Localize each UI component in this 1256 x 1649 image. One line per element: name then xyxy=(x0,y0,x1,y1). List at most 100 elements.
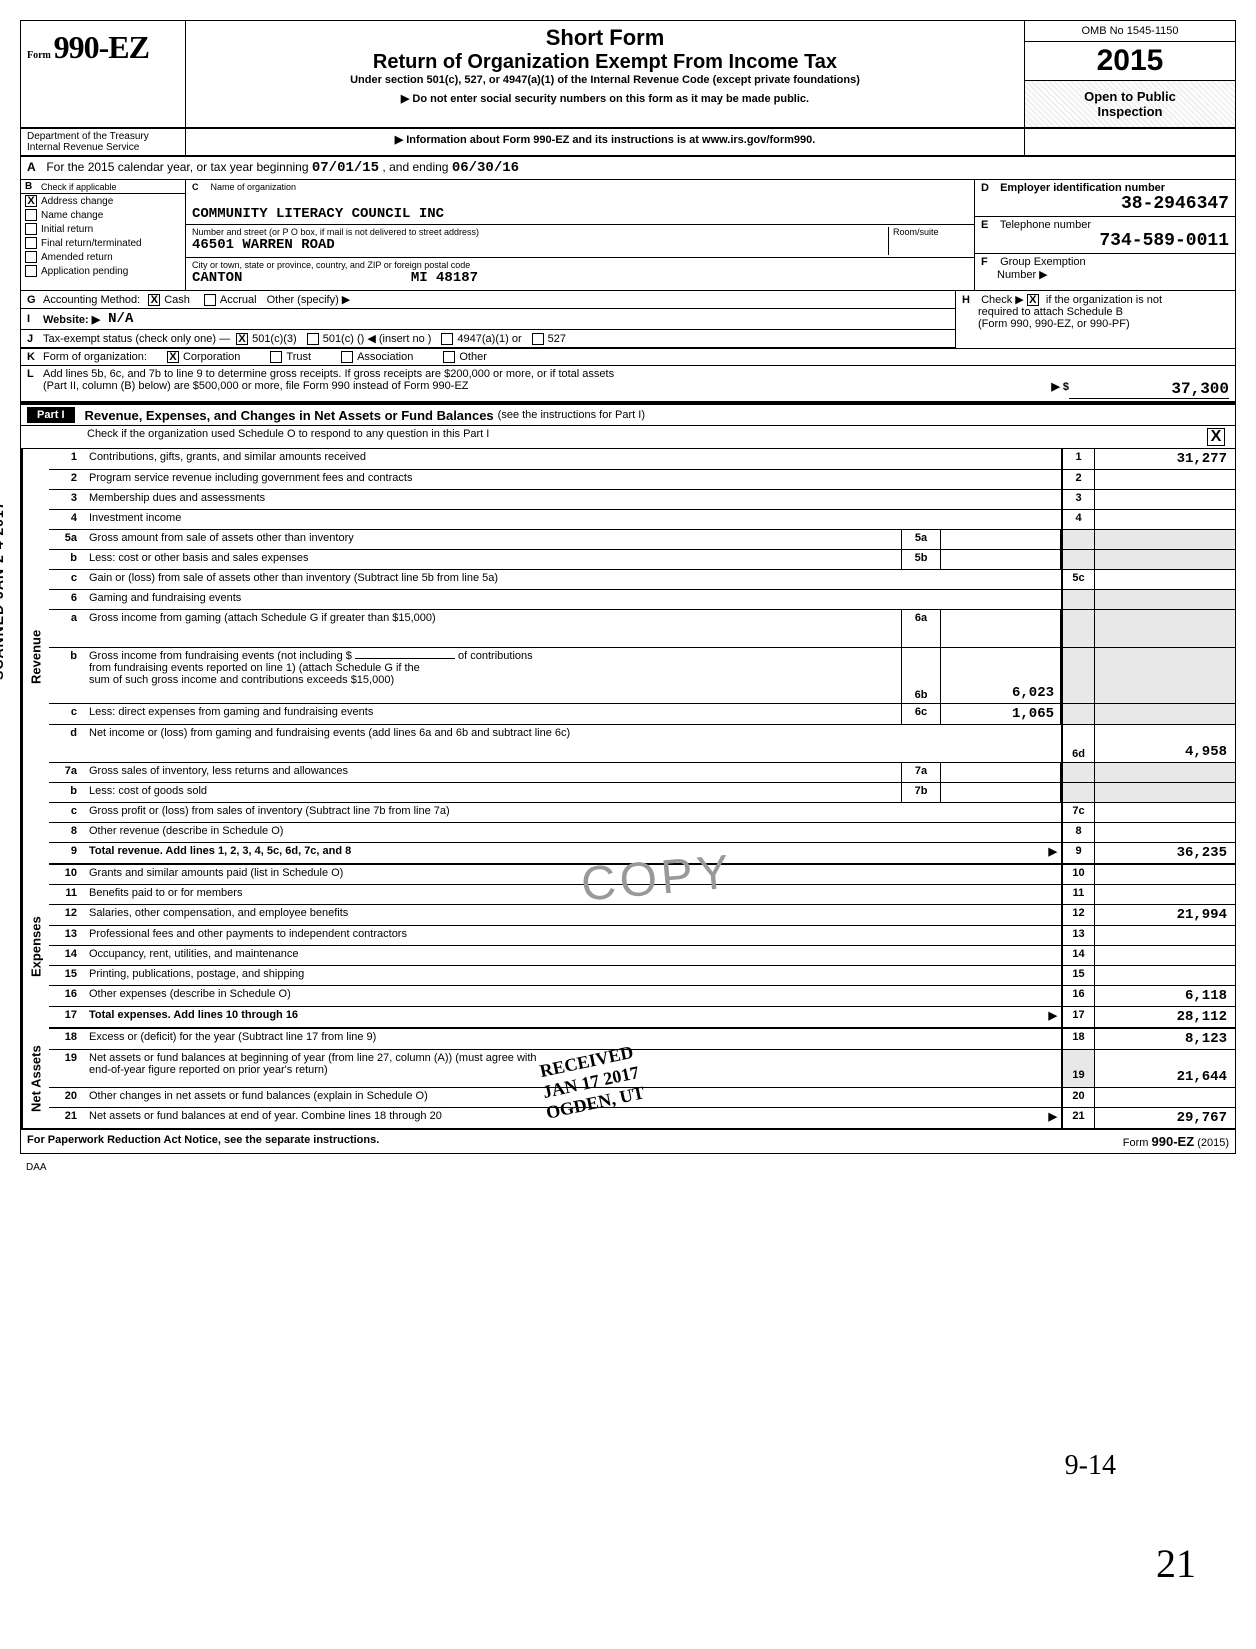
website-value: N/A xyxy=(108,311,133,327)
line-2-desc: Program service revenue including govern… xyxy=(85,470,1061,489)
line-5b-value xyxy=(941,550,1061,569)
line-18-value: 8,123 xyxy=(1095,1029,1235,1049)
revenue-section: Revenue 1Contributions, gifts, grants, a… xyxy=(21,449,1235,865)
city: CANTON xyxy=(192,270,242,286)
check-name-change[interactable]: Name change xyxy=(21,208,185,222)
checkbox-schedule-o[interactable]: X xyxy=(1207,428,1225,446)
omb-number: OMB No 1545-1150 xyxy=(1025,21,1235,42)
tax-year-begin: 07/01/15 xyxy=(312,160,379,176)
line-10-value xyxy=(1095,865,1235,884)
paperwork-notice: For Paperwork Reduction Act Notice, see … xyxy=(27,1134,379,1149)
501c-label: 501(c) ( xyxy=(323,333,361,345)
short-form-title: Short Form xyxy=(194,25,1016,51)
checkbox-association[interactable] xyxy=(341,351,353,363)
line-7a-value xyxy=(941,763,1061,782)
checkbox-corporation[interactable]: X xyxy=(167,351,179,363)
line-21-desc: Net assets or fund balances at end of ye… xyxy=(89,1110,442,1122)
line-8-value xyxy=(1095,823,1235,842)
line-6b-desc: Gross income from fundraising events (no… xyxy=(85,648,901,703)
line-9-value: 36,235 xyxy=(1095,843,1235,863)
check-amended[interactable]: Amended return xyxy=(21,250,185,264)
other-org-label: Other xyxy=(459,351,487,363)
website-label: Website: ▶ xyxy=(43,313,100,326)
tax-year-end: 06/30/16 xyxy=(452,160,519,176)
form-ref: Form 990-EZ (2015) xyxy=(1123,1134,1229,1149)
other-method-label: Other (specify) ▶ xyxy=(267,293,351,306)
col-c: C Name of organization COMMUNITY LITERAC… xyxy=(186,180,975,290)
open-public-notice: Open to Public Inspection xyxy=(1025,81,1235,127)
handwritten-2: 21 xyxy=(1156,1540,1196,1587)
form-prefix: Form xyxy=(27,50,51,61)
line-4-value xyxy=(1095,510,1235,529)
checkbox-4947[interactable] xyxy=(441,333,453,345)
checkbox-501c[interactable] xyxy=(307,333,319,345)
line-21-value: 29,767 xyxy=(1095,1108,1235,1128)
line-5c-value xyxy=(1095,570,1235,589)
line-16-value: 6,118 xyxy=(1095,986,1235,1006)
group-exemption-label: Group Exemption xyxy=(1000,256,1086,268)
checkbox-501c3[interactable]: X xyxy=(236,333,248,345)
org-name-label: Name of organization xyxy=(211,182,297,192)
checkbox-527[interactable] xyxy=(532,333,544,345)
return-title: Return of Organization Exempt From Incom… xyxy=(194,51,1016,74)
line-6b-value: 6,023 xyxy=(941,648,1061,703)
line-9-desc: Total revenue. Add lines 1, 2, 3, 4, 5c,… xyxy=(89,845,351,857)
street-address: 46501 WARREN ROAD xyxy=(192,237,888,255)
line-17-value: 28,112 xyxy=(1095,1007,1235,1027)
line-12-desc: Salaries, other compensation, and employ… xyxy=(85,905,1061,925)
tax-year: 2015 xyxy=(1025,42,1235,81)
line-14-desc: Occupancy, rent, utilities, and maintena… xyxy=(85,946,1061,965)
line-16-desc: Other expenses (describe in Schedule O) xyxy=(85,986,1061,1006)
line-1-value: 31,277 xyxy=(1095,449,1235,469)
association-label: Association xyxy=(357,351,413,363)
row-i: I Website: ▶ N/A xyxy=(21,309,955,330)
netassets-side-label: Net Assets xyxy=(21,1029,49,1128)
checkbox-initial[interactable] xyxy=(25,223,37,235)
check-application-pending[interactable]: Application pending xyxy=(21,264,185,278)
line-6c-desc: Less: direct expenses from gaming and fu… xyxy=(85,704,901,724)
527-label: 527 xyxy=(548,333,566,345)
scanned-stamp: SCANNED JAN 2 4 2017 xyxy=(0,500,6,680)
row-h: H Check ▶ X if the organization is not xyxy=(962,293,1229,306)
row-a: A For the 2015 calendar year, or tax yea… xyxy=(21,157,1235,180)
org-name: COMMUNITY LITERACY COUNCIL INC xyxy=(192,192,968,222)
checkbox-pending[interactable] xyxy=(25,265,37,277)
checkbox-address[interactable]: X xyxy=(25,195,37,207)
line-4-desc: Investment income xyxy=(85,510,1061,529)
line-6c-value: 1,065 xyxy=(941,704,1061,724)
city-label: City or town, state or province, country… xyxy=(192,260,968,270)
line-6-desc: Gaming and fundraising events xyxy=(85,590,1061,609)
checkbox-amended[interactable] xyxy=(25,251,37,263)
line-6a-desc: Gross income from gaming (attach Schedul… xyxy=(85,610,901,647)
row-l: LAdd lines 5b, 6c, and 7b to line 9 to d… xyxy=(21,366,1235,403)
schedule-o-check-row: Check if the organization used Schedule … xyxy=(21,426,1235,449)
dept-irs: Internal Revenue Service xyxy=(27,142,179,153)
line-3-desc: Membership dues and assessments xyxy=(85,490,1061,509)
line-17-desc: Total expenses. Add lines 10 through 16 xyxy=(89,1009,298,1021)
checkbox-cash[interactable]: X xyxy=(148,294,160,306)
check-initial-return[interactable]: Initial return xyxy=(21,222,185,236)
line-7c-desc: Gross profit or (loss) from sales of inv… xyxy=(85,803,1061,822)
part-1-header: Part I Revenue, Expenses, and Changes in… xyxy=(21,403,1235,426)
arrow-icon: ▶ xyxy=(1049,1009,1057,1022)
checkbox-schedule-b[interactable]: X xyxy=(1027,294,1039,306)
line-3-value xyxy=(1095,490,1235,509)
header-row: Form 990-EZ Short Form Return of Organiz… xyxy=(21,21,1235,129)
row-l-arrow: ▶ $ xyxy=(1051,380,1069,399)
ein: 38-2946347 xyxy=(981,194,1229,214)
checkbox-other-org[interactable] xyxy=(443,351,455,363)
street-label: Number and street (or P O box, if mail i… xyxy=(192,227,888,237)
footer: For Paperwork Reduction Act Notice, see … xyxy=(21,1130,1235,1153)
handwritten-1: 9-14 xyxy=(1065,1450,1116,1482)
check-address-change[interactable]: X Address change xyxy=(21,194,185,208)
checkbox-name[interactable] xyxy=(25,209,37,221)
accounting-method-label: Accounting Method: xyxy=(43,294,140,306)
insert-no-label: ) ◀ (insert no ) xyxy=(361,332,432,345)
line-19-value: 21,644 xyxy=(1095,1067,1235,1087)
line-7c-value xyxy=(1095,803,1235,822)
checkbox-trust[interactable] xyxy=(270,351,282,363)
check-final-return[interactable]: Final return/terminated xyxy=(21,236,185,250)
checkbox-final[interactable] xyxy=(25,237,37,249)
checkbox-accrual[interactable] xyxy=(204,294,216,306)
form-org-label: Form of organization: xyxy=(43,351,147,363)
